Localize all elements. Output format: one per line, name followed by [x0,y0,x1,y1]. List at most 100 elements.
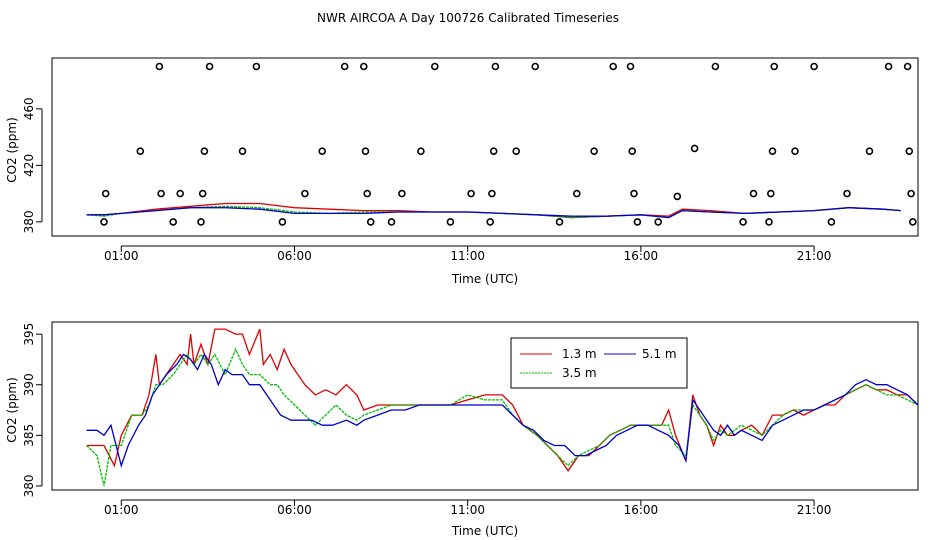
sample-marker [238,147,247,155]
sample-marker [491,62,500,71]
top-y-tick-label: 380 [22,210,36,233]
bottom-ylabel: CO2 (ppm) [5,377,19,443]
sample-marker [711,62,720,71]
sample-marker [903,62,912,71]
sample-marker [361,147,370,155]
bottom-plot-frame [51,321,919,491]
sample-marker [136,147,145,155]
sample-marker [200,147,209,155]
sample-marker [301,189,309,198]
sample-marker [100,218,108,226]
sample-marker [810,62,818,71]
sample-marker [843,189,851,198]
sample-marker [765,218,773,226]
sample-marker [766,189,775,198]
sample-marker [430,62,439,71]
sample-marker [555,218,564,226]
sample-marker [318,147,327,155]
bottom-series-group [86,328,919,487]
sample-marker [278,218,287,226]
panel-top: 01:00 06:00 11:00 16:00 21:00 380 420 460 Time… [5,57,919,286]
sample-marker [176,189,184,198]
legend-label-3-5m: 3.5 m [562,366,597,380]
bot-y-tick-label: 380 [22,474,36,497]
top-y-tick-label: 420 [22,154,36,177]
sample-marker [865,147,874,155]
sample-marker [673,192,682,201]
sample-marker [486,218,495,226]
sample-marker [446,218,455,226]
sample-marker [626,62,635,71]
sample-marker [768,147,777,155]
sample-marker [366,218,375,226]
top-plot-frame [51,57,919,237]
sample-marker [827,218,836,226]
sample-marker [198,189,207,198]
bot-y-tick-label: 385 [22,424,36,447]
sample-marker [169,218,177,226]
sample-marker [417,147,425,155]
sample-marker [398,189,406,198]
sample-marker [628,147,637,155]
sample-marker [572,189,581,198]
sample-marker [633,218,642,226]
top-y-tick-label: 460 [22,97,36,120]
sample-marker [884,62,893,71]
bottom-y-axis: 380 385 390 395 [22,323,43,497]
top-marker-group [100,62,917,226]
sample-marker [197,218,205,226]
legend: 1.3 m 5.1 m 3.5 m [510,337,688,389]
bottom-x-axis: 01:00 06:00 11:00 16:00 21:00 [104,499,832,517]
bot-x-tick-label: 06:00 [277,503,312,517]
bot-x-tick-label: 01:00 [104,503,139,517]
legend-box [510,337,688,389]
page-title: NWR AIRCOA A Day 100726 Calibrated Times… [317,11,619,25]
bot-x-tick-label: 21:00 [797,503,832,517]
top-x-axis: 01:00 06:00 11:00 16:00 21:00 [104,245,832,263]
sample-marker [749,189,758,198]
sample-marker [905,147,914,155]
top-x-tick-label: 16:00 [624,249,659,263]
bottom-xlabel: Time (UTC) [451,524,518,538]
top-x-tick-label: 01:00 [104,249,139,263]
bot-series-1-3-mline [86,328,919,472]
top-ylabel: CO2 (ppm) [5,117,19,183]
top-x-tick-label: 11:00 [450,249,485,263]
legend-label-5-1m: 5.1 m [642,347,677,361]
top-x-tick-label: 21:00 [797,249,832,263]
panel-bottom: 01:00 06:00 11:00 16:00 21:00 380 385 390 395 T… [5,321,919,538]
sample-marker [359,62,368,71]
sample-marker [907,189,915,198]
top-x-tick-label: 06:00 [277,249,312,263]
sample-marker [387,218,396,226]
sample-marker [363,189,372,198]
sample-marker [512,147,521,155]
top-series-5-1-mline [86,207,901,219]
sample-marker [252,62,261,71]
legend-label-1-3m: 1.3 m [562,347,597,361]
sample-marker [690,144,699,153]
sample-marker [101,189,110,198]
bot-y-tick-label: 395 [22,323,36,346]
sample-marker [590,147,598,155]
top-series-group [86,202,901,219]
bot-x-tick-label: 11:00 [450,503,485,517]
sample-marker [488,189,496,198]
sample-marker [770,62,779,71]
sample-marker [630,189,638,198]
bot-y-tick-label: 390 [22,373,36,396]
sample-marker [739,218,747,226]
sample-marker [531,62,540,71]
top-y-axis: 380 420 460 [22,97,43,233]
sample-marker [205,62,214,71]
sample-marker [157,189,165,198]
sample-marker [908,218,917,226]
sample-marker [340,62,349,71]
sample-marker [609,62,618,71]
top-series-1-3-mline [86,202,901,219]
sample-marker [654,218,663,226]
sample-marker [791,147,799,155]
sample-marker [467,189,475,198]
bot-x-tick-label: 16:00 [624,503,659,517]
